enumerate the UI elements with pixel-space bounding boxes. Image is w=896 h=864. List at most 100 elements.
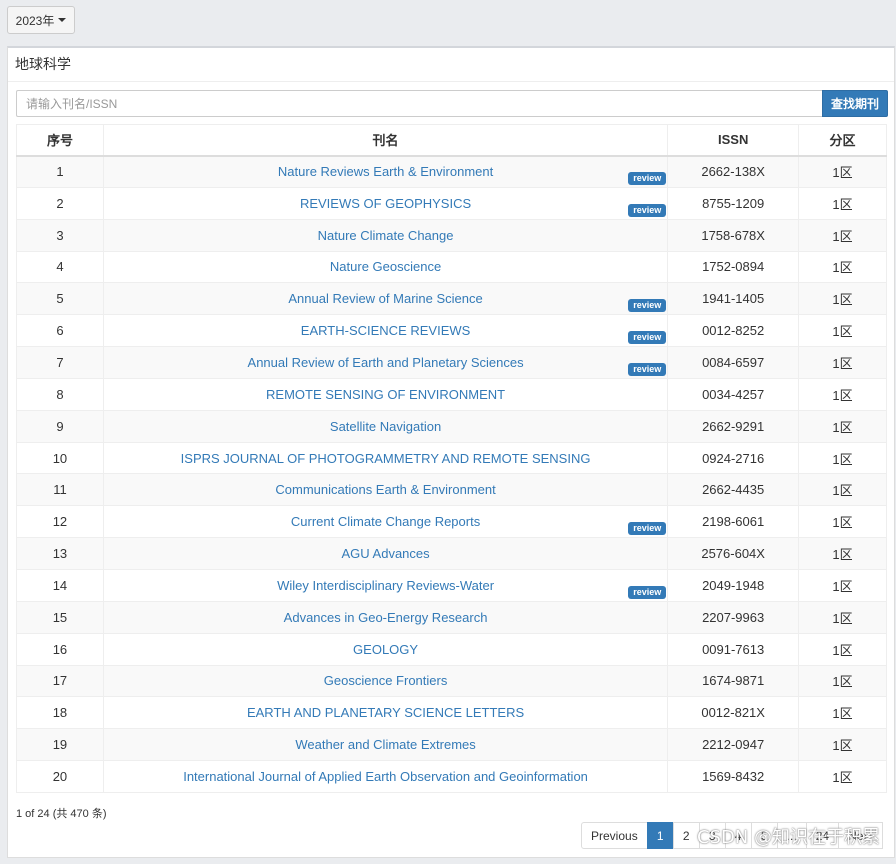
year-dropdown-button[interactable]: 2023年	[7, 6, 75, 34]
journal-link[interactable]: Communications Earth & Environment	[275, 482, 496, 498]
search-button[interactable]: 查找期刊	[822, 90, 888, 117]
journal-link[interactable]: ISPRS JOURNAL OF PHOTOGRAMMETRY AND REMO…	[180, 450, 591, 466]
table-row: 9 Satellite Navigation 2662-9291 1区	[16, 409, 887, 443]
journal-link[interactable]: Geoscience Frontiers	[323, 673, 448, 689]
journal-link[interactable]: REVIEWS OF GEOPHYSICS	[299, 195, 472, 211]
pagination-page[interactable]: 3	[698, 822, 726, 849]
header-name: 刊名	[102, 124, 669, 157]
journal-link[interactable]: Satellite Navigation	[329, 418, 442, 434]
pagination-page[interactable]: 1	[646, 822, 674, 849]
journal-link[interactable]: AGU Advances	[341, 546, 430, 562]
journal-link[interactable]: Weather and Climate Extremes	[295, 737, 476, 753]
cell-quartile: 1区	[798, 346, 887, 379]
cell-quartile: 1区	[798, 186, 887, 220]
cell-name: Annual Review of Marine Science review	[102, 282, 669, 316]
journal-link[interactable]: Nature Reviews Earth & Environment	[277, 164, 494, 180]
cell-name: Communications Earth & Environment	[102, 473, 669, 507]
pagination-next[interactable]: Next	[838, 822, 883, 849]
pagination-page[interactable]: 5	[750, 822, 778, 849]
journal-link[interactable]: GEOLOGY	[353, 641, 419, 657]
table-row: 20 International Journal of Applied Earth…	[16, 760, 887, 793]
journal-link[interactable]: International Journal of Applied Earth O…	[183, 768, 588, 784]
cell-quartile: 1区	[798, 409, 887, 443]
cell-no: 10	[16, 441, 104, 475]
table-row: 6 EARTH-SCIENCE REVIEWS review 0012-8252 1区	[16, 314, 887, 348]
table-row: 1 Nature Reviews Earth & Environment revie…	[16, 155, 887, 188]
cell-name: REVIEWS OF GEOPHYSICS review	[102, 186, 669, 220]
cell-issn: 8755-1209	[667, 186, 800, 220]
cell-name: GEOLOGY	[102, 632, 669, 666]
cell-name: Annual Review of Earth and Planetary Sci…	[102, 346, 669, 379]
cell-no: 14	[16, 568, 104, 602]
cell-quartile: 1区	[798, 314, 887, 348]
cell-issn: 2662-138X	[667, 155, 800, 188]
cell-no: 6	[16, 314, 104, 348]
pagination-page[interactable]: ...	[776, 822, 807, 849]
pagination-previous[interactable]: Previous	[581, 822, 648, 849]
table-row: 2 REVIEWS OF GEOPHYSICS review 8755-1209 1区	[16, 186, 887, 220]
cell-no: 8	[16, 377, 104, 411]
journal-link[interactable]: Annual Review of Marine Science	[288, 291, 483, 307]
pagination-page[interactable]: 2	[672, 822, 700, 849]
cell-no: 2	[16, 186, 104, 220]
cell-quartile: 1区	[798, 441, 887, 475]
cell-issn: 0012-8252	[667, 314, 800, 348]
cell-quartile: 1区	[798, 728, 887, 762]
pagination-info: 1 of 24 (共 470 条)	[16, 808, 107, 820]
journal-link[interactable]: Advances in Geo-Energy Research	[283, 609, 488, 625]
review-badge: review	[628, 522, 667, 536]
cell-issn: 0084-6597	[667, 346, 800, 379]
search-input[interactable]	[16, 90, 822, 117]
table-row: 17 Geoscience Frontiers 1674-9871 1区	[16, 664, 887, 698]
cell-no: 9	[16, 409, 104, 443]
table-row: 5 Annual Review of Marine Science review 19…	[16, 282, 887, 316]
journal-link[interactable]: REMOTE SENSING OF ENVIRONMENT	[266, 386, 506, 402]
cell-issn: 1752-0894	[667, 250, 800, 284]
journal-link[interactable]: Current Climate Change Reports	[290, 514, 481, 530]
year-dropdown-label: 2023年	[15, 13, 55, 28]
table-row: 18 EARTH AND PLANETARY SCIENCE LETTERS 001…	[16, 696, 887, 730]
cell-no: 13	[16, 537, 104, 570]
header-no: 序号	[16, 124, 104, 157]
cell-no: 17	[16, 664, 104, 698]
cell-no: 19	[16, 728, 104, 762]
review-badge: review	[628, 585, 667, 599]
pagination: Previous 1 2 3 4 5... 24 Next	[581, 822, 883, 849]
cell-issn: 2576-604X	[667, 537, 800, 570]
pagination-page[interactable]: 4	[724, 822, 752, 849]
journal-link[interactable]: EARTH-SCIENCE REVIEWS	[300, 323, 471, 339]
cell-name: REMOTE SENSING OF ENVIRONMENT	[102, 377, 669, 411]
cell-no: 7	[16, 346, 104, 379]
cell-quartile: 1区	[798, 218, 887, 252]
journal-link[interactable]: EARTH AND PLANETARY SCIENCE LETTERS	[246, 705, 525, 721]
cell-issn: 0091-7613	[667, 632, 800, 666]
cell-quartile: 1区	[798, 568, 887, 602]
journal-link[interactable]: Wiley Interdisciplinary Reviews-Water	[277, 577, 495, 593]
journal-link[interactable]: Nature Geoscience	[329, 259, 442, 275]
cell-quartile: 1区	[798, 377, 887, 411]
caret-down-icon	[58, 18, 67, 22]
cell-quartile: 1区	[798, 760, 887, 793]
cell-no: 20	[16, 760, 104, 793]
table-body: 1 Nature Reviews Earth & Environment revie…	[16, 155, 887, 793]
table-header-row: 序号 刊名 ISSN 分区	[16, 124, 887, 157]
cell-issn: 2049-1948	[667, 568, 800, 602]
header-issn: ISSN	[667, 124, 800, 157]
review-badge: review	[628, 203, 667, 217]
review-badge: review	[628, 171, 667, 185]
cell-name: Geoscience Frontiers	[102, 664, 669, 698]
cell-quartile: 1区	[798, 537, 887, 570]
table-row: 13 AGU Advances 2576-604X 1区	[16, 537, 887, 570]
journal-link[interactable]: Annual Review of Earth and Planetary Sci…	[247, 354, 524, 370]
cell-name: Satellite Navigation	[102, 409, 669, 443]
cell-issn: 0012-821X	[667, 696, 800, 730]
cell-quartile: 1区	[798, 250, 887, 284]
cell-name: Current Climate Change Reports review	[102, 505, 669, 539]
cell-name: AGU Advances	[102, 537, 669, 570]
journal-link[interactable]: Nature Climate Change	[317, 227, 454, 243]
watermark: CSDN @知识在于积累	[696, 827, 880, 848]
cell-issn: 1758-678X	[667, 218, 800, 252]
pagination-page[interactable]: 24	[805, 822, 840, 849]
cell-name: ISPRS JOURNAL OF PHOTOGRAMMETRY AND REMO…	[102, 441, 669, 475]
